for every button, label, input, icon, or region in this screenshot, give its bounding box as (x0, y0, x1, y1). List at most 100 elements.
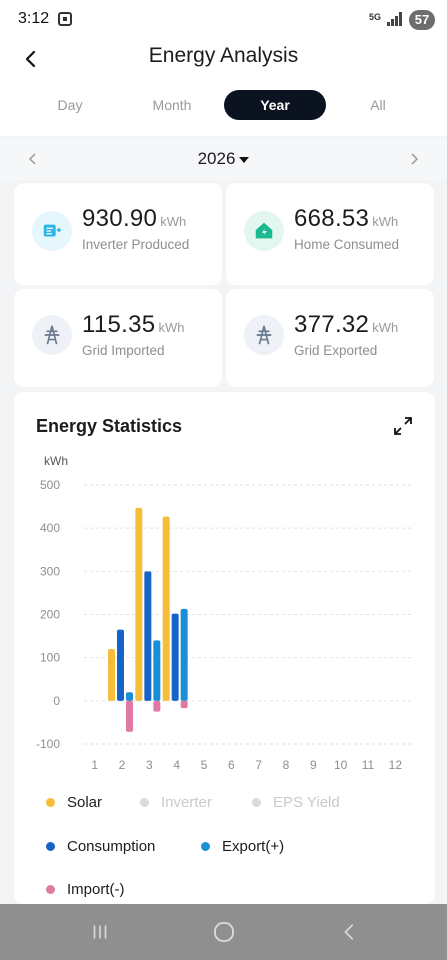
legend-dot (46, 798, 55, 807)
home-icon (244, 211, 284, 251)
bar-import (126, 700, 133, 732)
year-value: 2026 (197, 149, 236, 168)
metric-card-grid-exported[interactable]: 377.32 kWh Grid Exported (226, 289, 434, 387)
metric-label: Home Consumed (294, 237, 400, 252)
metric-value: 668.53 (294, 205, 370, 232)
x-tick-label: 11 (362, 758, 375, 772)
screenshot-icon (58, 12, 72, 26)
back-button[interactable] (16, 44, 46, 74)
bar-export (126, 692, 133, 701)
caret-down-icon (239, 156, 250, 163)
legend-dot (46, 842, 55, 851)
stats-title: Energy Statistics (36, 416, 183, 436)
next-year-button[interactable] (401, 146, 427, 172)
bar-solar (108, 649, 115, 701)
metric-value: 115.35 (82, 311, 156, 338)
chevron-left-icon (28, 153, 36, 165)
bar-consumption (171, 613, 179, 701)
legend-dot (46, 885, 55, 894)
y-tick-label: 500 (40, 478, 60, 492)
metric-unit: kWh (372, 214, 399, 229)
metric-label: Grid Imported (82, 343, 165, 358)
legend-item-import[interactable]: Import(-) (46, 881, 125, 898)
legend-label: Inverter (161, 794, 212, 811)
legend-dot (252, 798, 261, 807)
legend-dot (140, 798, 149, 807)
battery-indicator: 57 (409, 10, 435, 30)
x-tick-label: 9 (310, 758, 317, 772)
status-bar: 3:12 5G 57 (0, 0, 447, 38)
year-selector: 2026 (0, 138, 447, 180)
tab-month[interactable]: Month (152, 97, 192, 113)
bar-consumption (117, 629, 124, 701)
y-tick-label: 0 (53, 694, 60, 708)
metric-card-home-consumed[interactable]: 668.53 kWh Home Consumed (226, 183, 434, 285)
legend-item-inverter[interactable]: Inverter (140, 794, 212, 811)
x-tick-label: 1 (91, 758, 98, 772)
expand-button[interactable] (391, 414, 415, 438)
legend-item-consumption[interactable]: Consumption (46, 838, 155, 855)
energy-statistics-card: Energy Statistics kWh 500 400 300 200 100 0 -10… (14, 392, 435, 904)
x-tick-label: 4 (173, 758, 180, 772)
x-tick-label: 12 (389, 758, 403, 772)
metric-unit: kWh (158, 320, 185, 335)
metric-value: 930.90 (82, 205, 158, 232)
grid-tower-icon (244, 315, 284, 355)
x-tick-label: 5 (201, 758, 208, 772)
legend-dot (201, 842, 210, 851)
legend-label: EPS Yield (273, 794, 340, 811)
tab-year[interactable]: Year (224, 90, 326, 120)
legend-item-eps-yield[interactable]: EPS Yield (252, 794, 340, 811)
legend-label: Solar (67, 794, 103, 811)
y-tick-label: 100 (40, 651, 60, 665)
home-circle-icon (214, 922, 234, 942)
legend-label: Consumption (67, 838, 156, 855)
y-tick-label: 300 (40, 564, 60, 578)
chevron-right-icon (411, 153, 419, 165)
tab-all[interactable]: All (370, 97, 386, 113)
previous-year-button[interactable] (20, 146, 46, 172)
x-tick-label: 8 (283, 758, 290, 772)
legend-label: Import(-) (67, 881, 125, 898)
metric-label: Grid Exported (294, 343, 378, 358)
tab-day[interactable]: Day (57, 97, 83, 113)
x-tick-label: 2 (119, 758, 126, 772)
bar-import (153, 700, 161, 712)
home-button[interactable] (204, 918, 244, 946)
chevron-left-icon (344, 924, 354, 940)
legend-label: Export(+) (222, 838, 285, 855)
expand-icon (394, 417, 412, 435)
metric-value: 377.32 (294, 311, 370, 338)
year-dropdown[interactable]: 2026 (0, 149, 447, 169)
legend-item-export[interactable]: Export(+) (201, 838, 284, 855)
network-type: 5G (368, 12, 381, 22)
inverter-icon (32, 211, 72, 251)
bar-solar (162, 516, 170, 701)
metric-label: Inverter Produced (82, 237, 190, 252)
x-tick-label: 10 (334, 758, 348, 772)
bar-export (180, 608, 188, 701)
metric-unit: kWh (372, 320, 399, 335)
system-nav-bar (0, 904, 447, 960)
metric-unit: kWh (160, 214, 187, 229)
period-tabs: Day Month Year All (20, 90, 430, 120)
status-time: 3:12 (18, 10, 50, 27)
system-back-button[interactable] (330, 918, 370, 946)
y-tick-label: 200 (40, 608, 60, 622)
metric-card-inverter-produced[interactable]: 930.90 kWh Inverter Produced (14, 183, 222, 285)
legend-item-solar[interactable]: Solar (46, 794, 102, 811)
recent-apps-icon (93, 925, 107, 939)
bar-solar (135, 507, 143, 701)
bar-export (153, 640, 161, 701)
recent-apps-button[interactable] (80, 918, 120, 946)
metric-card-grid-imported[interactable]: 115.35 kWh Grid Imported (14, 289, 222, 387)
chevron-left-icon (25, 50, 36, 68)
y-axis-label: kWh (44, 454, 68, 468)
grid-tower-icon (32, 315, 72, 355)
page-title: Energy Analysis (148, 44, 299, 67)
x-tick-label: 6 (228, 758, 235, 772)
bar-import (180, 700, 188, 709)
bar-consumption (144, 571, 152, 701)
x-tick-label: 3 (146, 758, 153, 772)
